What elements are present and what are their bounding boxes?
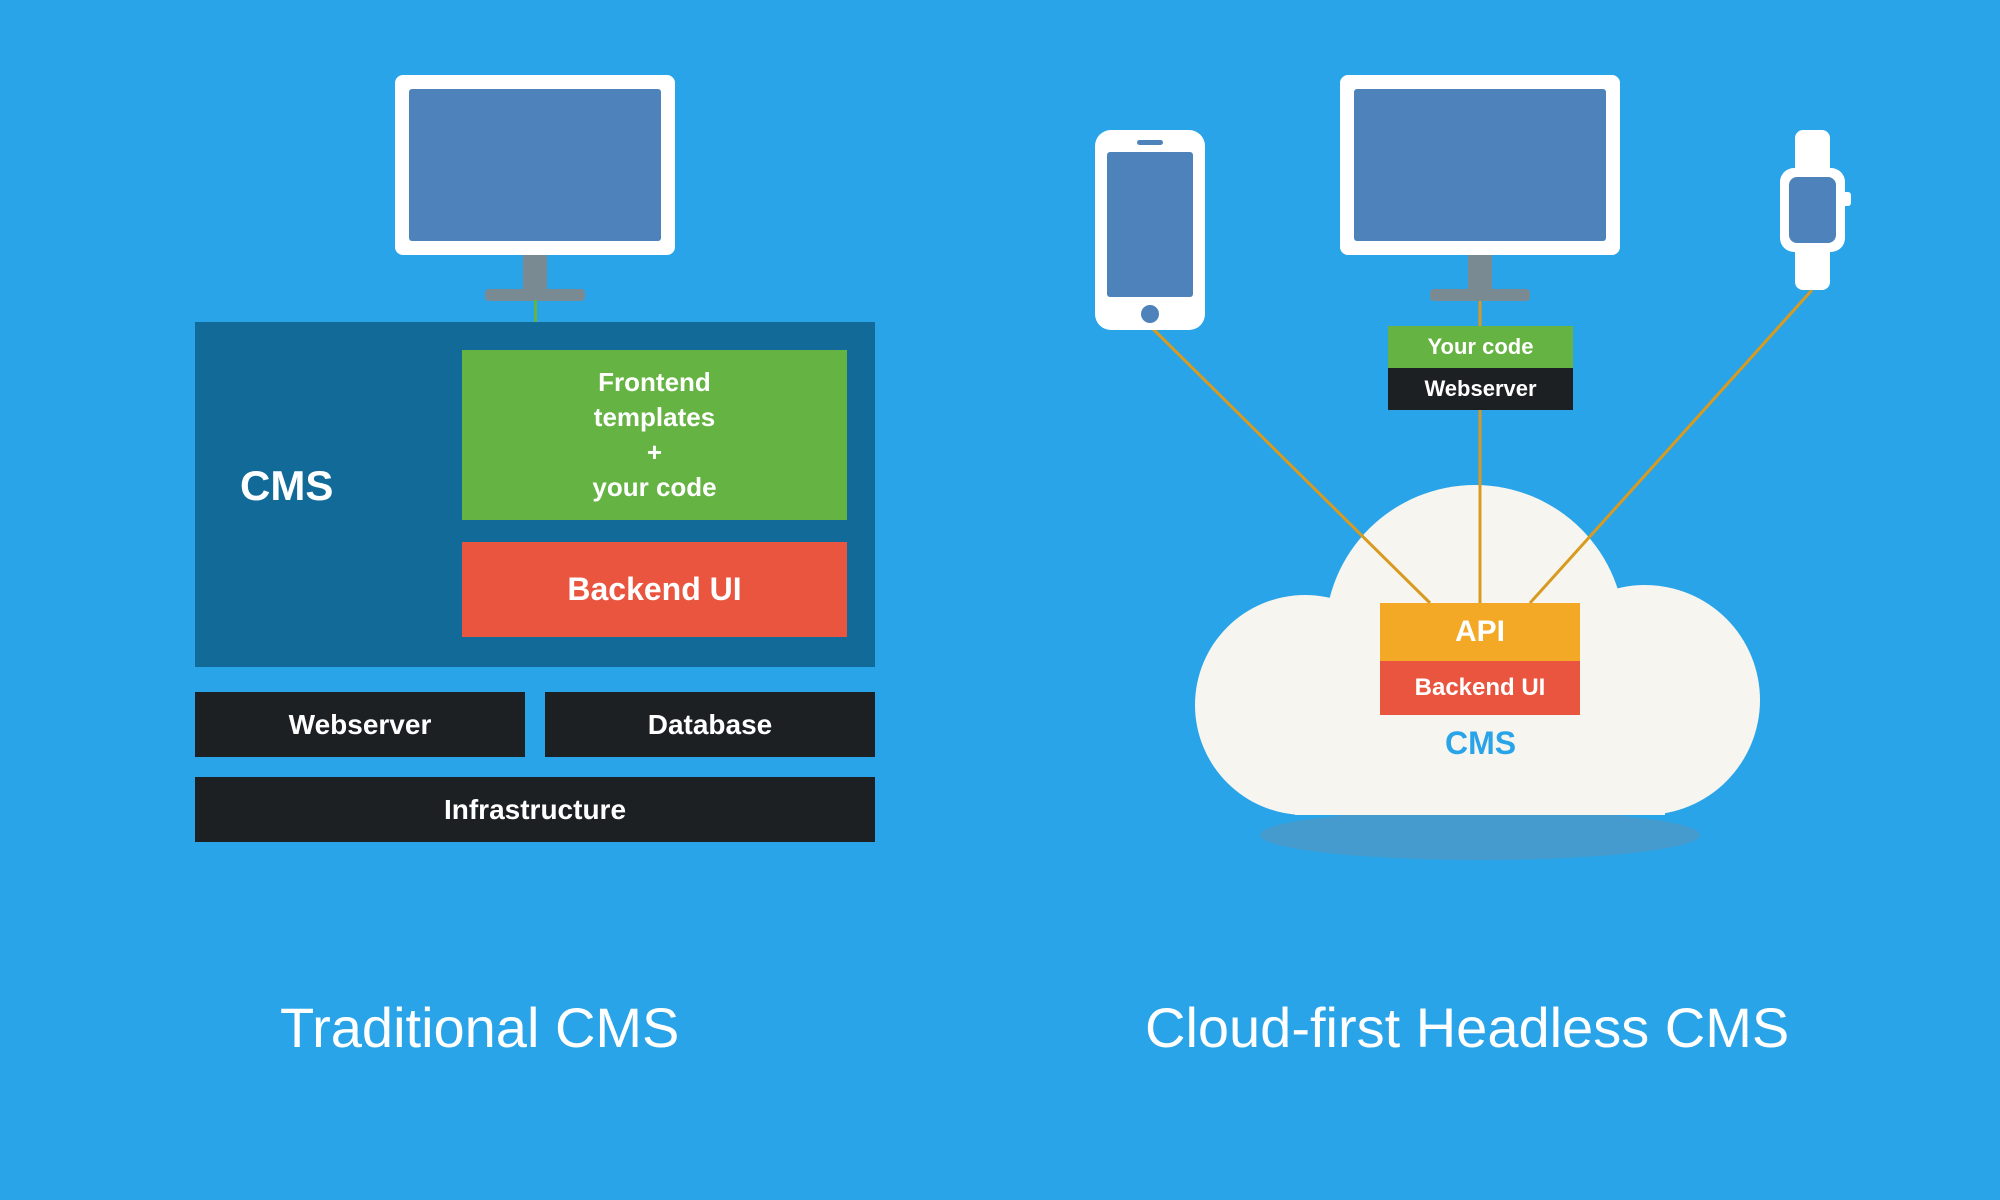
infrastructure-box: Infrastructure: [195, 777, 875, 842]
webserver-label-right: Webserver: [1424, 376, 1536, 402]
webserver-label: Webserver: [289, 709, 432, 741]
monitor-icon: [395, 75, 675, 315]
api-label: API: [1455, 615, 1505, 649]
database-label: Database: [648, 709, 773, 741]
frontend-templates-box: Frontend templates + your code: [462, 350, 847, 520]
monitor-icon: [1340, 75, 1620, 315]
your-code-box: Your code: [1388, 326, 1573, 368]
infrastructure-label: Infrastructure: [444, 794, 626, 826]
cms-cloud-label: CMS: [1445, 725, 1516, 762]
frontend-templates-label: Frontend templates + your code: [592, 365, 716, 505]
headless-title: Cloud-first Headless CMS: [1145, 995, 1789, 1060]
backend-ui-label: Backend UI: [567, 571, 741, 608]
traditional-title: Traditional CMS: [280, 995, 679, 1060]
api-box: API: [1380, 603, 1580, 661]
webserver-box-right: Webserver: [1388, 368, 1573, 410]
backend-ui-box: Backend UI: [462, 542, 847, 637]
backend-ui-box-right: Backend UI: [1380, 661, 1580, 715]
database-box: Database: [545, 692, 875, 757]
cms-label: CMS: [240, 462, 333, 510]
backend-ui-label-right: Backend UI: [1415, 674, 1546, 702]
your-code-label: Your code: [1428, 334, 1534, 360]
webserver-box: Webserver: [195, 692, 525, 757]
watch-icon: [1780, 130, 1845, 290]
phone-icon: [1095, 130, 1205, 330]
